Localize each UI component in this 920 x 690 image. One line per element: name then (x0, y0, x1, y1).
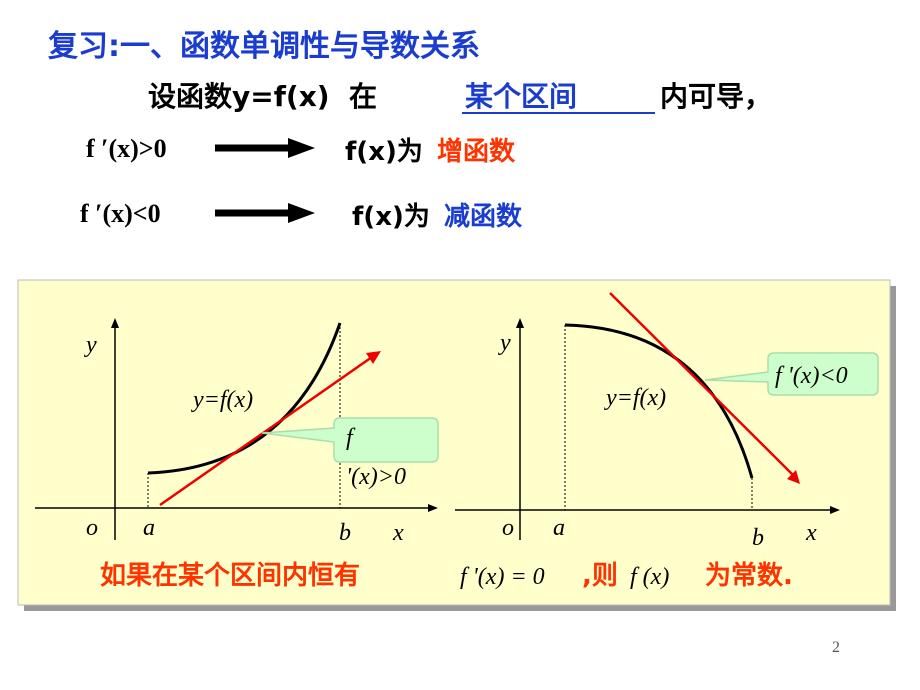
origin-label: o (502, 515, 514, 541)
x-label: x (392, 520, 404, 546)
y-label: y (498, 330, 511, 356)
rule-result: f(x)为 (352, 202, 430, 232)
axis-arrow (516, 318, 524, 328)
b-label: b (339, 520, 351, 546)
figure-box (17, 279, 891, 606)
callout-text: f '(x)<0 (775, 363, 848, 389)
callout-text: '(x)>0 (346, 464, 406, 490)
tangent-arrow (366, 351, 381, 364)
callout (261, 417, 439, 463)
tangent (609, 292, 794, 476)
intro-lead: 设函数y=f(x) 在 (148, 80, 387, 113)
note-lead: 如果在某个区间内恒有 (100, 561, 360, 591)
b-label: b (752, 525, 764, 551)
rule-kind: 减函数 (444, 202, 523, 232)
tangent (159, 355, 373, 507)
x-label: x (805, 520, 817, 546)
axis-arrow (428, 504, 438, 512)
arrow-head (288, 138, 315, 158)
tangent-arrow (787, 470, 800, 484)
page-number: 2 (832, 639, 840, 656)
rule-result: f(x)为 (345, 137, 423, 167)
arrow-head (288, 203, 315, 223)
callout (704, 352, 879, 396)
rule-condition: f ′(x)<0 (80, 199, 161, 228)
note-mid: ,则 (582, 561, 618, 591)
intro-interval: 某个区间 (465, 80, 577, 113)
intro-tail: 内可导， (660, 80, 772, 113)
left-graph (35, 318, 439, 540)
origin-label: o (86, 515, 98, 541)
title: 复习:一、函数单调性与导数关系 (48, 29, 480, 64)
rule-condition: f ′(x)>0 (86, 134, 167, 163)
a-label: a (143, 515, 155, 541)
note-function: f (x) (630, 564, 669, 590)
note-tail: 为常数. (705, 561, 793, 591)
note-formula: f '(x) = 0 (460, 564, 545, 590)
a-label: a (553, 515, 565, 541)
curve (564, 323, 754, 479)
curve-label: y=f(x) (191, 387, 253, 413)
callout-text: f (346, 425, 356, 451)
axis-arrow (830, 506, 840, 514)
curve-label: y=f(x) (604, 385, 666, 411)
right-graph (455, 292, 879, 540)
y-label: y (84, 332, 97, 358)
rule-kind: 增函数 (437, 136, 516, 167)
axis-arrow (111, 318, 119, 328)
